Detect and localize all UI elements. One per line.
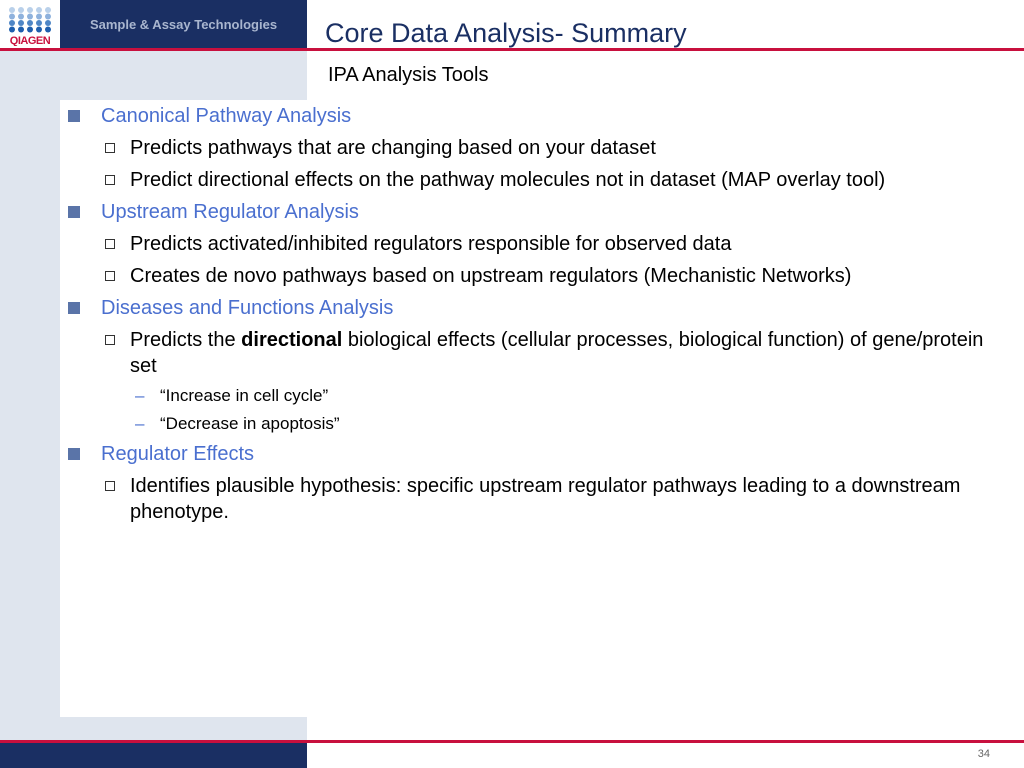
section-heading: Regulator Effects — [65, 441, 985, 467]
logo-dot — [18, 26, 24, 33]
list-item: Predict directional effects on the pathw… — [65, 167, 985, 193]
hollow-square-bullet-icon — [105, 175, 115, 185]
logo-dot — [36, 7, 42, 13]
heading-text: Canonical Pathway Analysis — [101, 105, 352, 127]
header-band — [60, 0, 307, 48]
dash-bullet-icon: – — [135, 414, 145, 433]
logo-dot — [45, 7, 51, 13]
slide-body: Canonical Pathway Analysis Predicts path… — [65, 103, 985, 531]
section-heading: Canonical Pathway Analysis — [65, 103, 985, 129]
logo-dot — [36, 20, 42, 26]
logo-dot — [9, 13, 15, 20]
logo-dot — [36, 13, 42, 20]
footer-band — [0, 743, 307, 768]
slide-subtitle: IPA Analysis Tools — [328, 64, 489, 86]
list-item: Predicts pathways that are changing base… — [65, 135, 985, 161]
logo-dot — [18, 20, 24, 26]
logo-dot — [27, 13, 33, 20]
heading-text: Diseases and Functions Analysis — [101, 297, 394, 319]
item-text: Creates de novo pathways based on upstre… — [130, 265, 852, 287]
heading-text: Regulator Effects — [101, 443, 255, 465]
logo-dot — [18, 7, 24, 13]
logo-dot — [27, 7, 33, 13]
sub-item-text: “Increase in cell cycle” — [160, 386, 329, 405]
square-bullet-icon — [68, 110, 80, 122]
qiagen-logo: QIAGEN — [9, 7, 51, 46]
hollow-square-bullet-icon — [105, 239, 115, 249]
logo-dot — [27, 26, 33, 33]
item-text: biological effects (cellular processes, … — [130, 329, 984, 377]
footer-divider — [0, 740, 1024, 743]
item-text: Predict directional effects on the pathw… — [130, 169, 886, 191]
sub-item-text: “Decrease in apoptosis” — [160, 414, 340, 433]
square-bullet-icon — [68, 448, 80, 460]
svg-text:QIAGEN: QIAGEN — [10, 35, 51, 46]
page-number: 34 — [977, 748, 990, 760]
hollow-square-bullet-icon — [105, 271, 115, 281]
square-bullet-icon — [68, 206, 80, 218]
heading-text: Upstream Regulator Analysis — [101, 201, 359, 223]
logo-dot — [9, 7, 15, 13]
list-item: Identifies plausible hypothesis: specifi… — [65, 473, 985, 525]
header-divider — [0, 48, 1024, 51]
slide-title: Core Data Analysis- Summary — [325, 18, 687, 48]
sub-item: – “Decrease in apoptosis” — [65, 413, 985, 435]
item-text: Predicts activated/inhibited regulators … — [130, 233, 732, 255]
logo-dot — [45, 13, 51, 20]
logo-dot — [27, 20, 33, 26]
emphasis-text: directional — [241, 329, 343, 351]
item-text: Predicts pathways that are changing base… — [130, 137, 656, 159]
logo-dot — [9, 26, 15, 33]
logo-dot — [18, 13, 24, 20]
list-item: Creates de novo pathways based on upstre… — [65, 263, 985, 289]
square-bullet-icon — [68, 302, 80, 314]
section-heading: Upstream Regulator Analysis — [65, 199, 985, 225]
content-box — [60, 100, 307, 717]
logo-dot — [45, 20, 51, 26]
list-item: Predicts the directional biological effe… — [65, 327, 985, 379]
hollow-square-bullet-icon — [105, 143, 115, 153]
section-heading: Diseases and Functions Analysis — [65, 295, 985, 321]
item-text: Identifies plausible hypothesis: specifi… — [130, 475, 961, 523]
dash-bullet-icon: – — [135, 386, 145, 405]
tagline: Sample & Assay Technologies — [89, 17, 278, 32]
sub-item: – “Increase in cell cycle” — [65, 385, 985, 407]
logo-dot — [45, 26, 51, 33]
list-item: Predicts activated/inhibited regulators … — [65, 231, 985, 257]
logo-dot — [9, 20, 15, 26]
item-text: Predicts the — [130, 329, 242, 351]
hollow-square-bullet-icon — [105, 481, 115, 491]
hollow-square-bullet-icon — [105, 335, 115, 345]
logo-dot — [36, 26, 42, 33]
